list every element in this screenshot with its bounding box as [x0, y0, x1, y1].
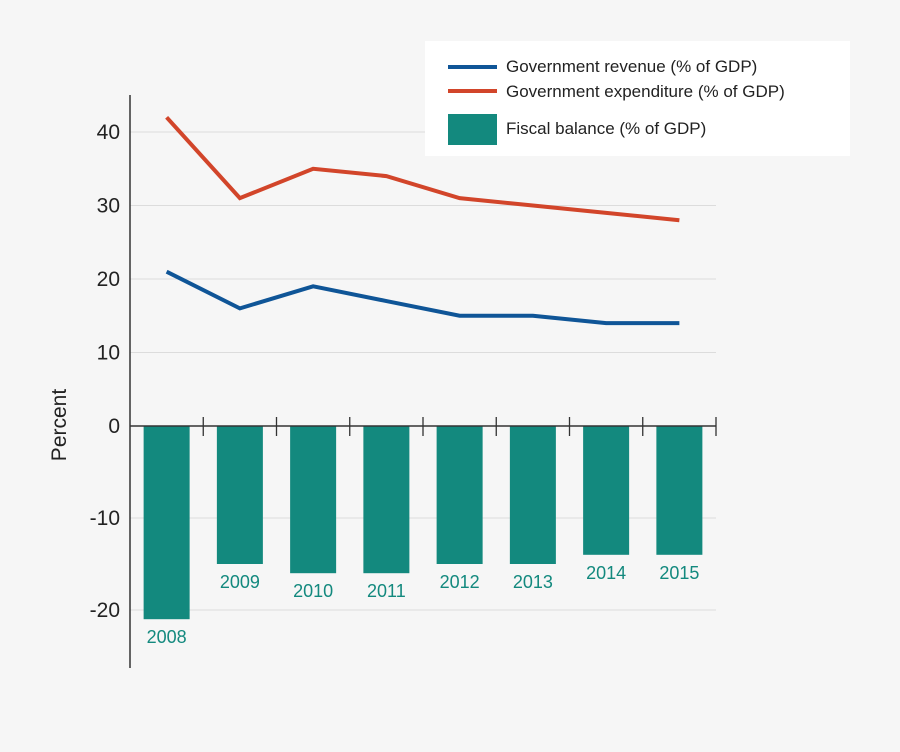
x-tick-label: 2010	[293, 581, 333, 601]
y-tick-label: -20	[90, 599, 120, 622]
legend-label-fiscal-balance: Fiscal balance (% of GDP)	[506, 119, 706, 138]
bar-fiscal-balance-2010	[290, 426, 337, 574]
bar-fiscal-balance-2009	[216, 426, 263, 564]
line-expenditure	[165, 115, 680, 223]
x-tick-label: 2009	[220, 572, 260, 592]
y-axis-label: Percent	[48, 389, 71, 462]
legend-label-revenue: Government revenue (% of GDP)	[506, 57, 757, 76]
x-tick-label: 2008	[147, 627, 187, 647]
y-tick-label: 0	[108, 415, 120, 438]
bar-fiscal-balance-2013	[509, 426, 556, 564]
x-tick-label: 2012	[440, 572, 480, 592]
bar-fiscal-balance-2014	[583, 426, 630, 555]
legend-label-expenditure: Government expenditure (% of GDP)	[506, 82, 785, 101]
bar-fiscal-balance-2008	[143, 426, 190, 620]
y-tick-label: 30	[97, 195, 120, 218]
line-revenue	[165, 269, 680, 326]
y-tick-label: 20	[97, 268, 120, 291]
y-tick-label: 10	[97, 342, 120, 365]
x-tick-label: 2013	[513, 572, 553, 592]
bar-fiscal-balance-2011	[363, 426, 410, 574]
bar-fiscal-balance-2015	[656, 426, 703, 555]
bar-fiscal-balance-2012	[436, 426, 483, 564]
legend-swatch-fiscal-balance	[448, 114, 497, 145]
y-tick-label: -10	[90, 507, 120, 530]
y-tick-label: 40	[97, 121, 120, 144]
x-tick-label: 2014	[586, 563, 626, 583]
x-tick-label: 2015	[659, 563, 699, 583]
x-tick-label: 2011	[367, 581, 406, 601]
